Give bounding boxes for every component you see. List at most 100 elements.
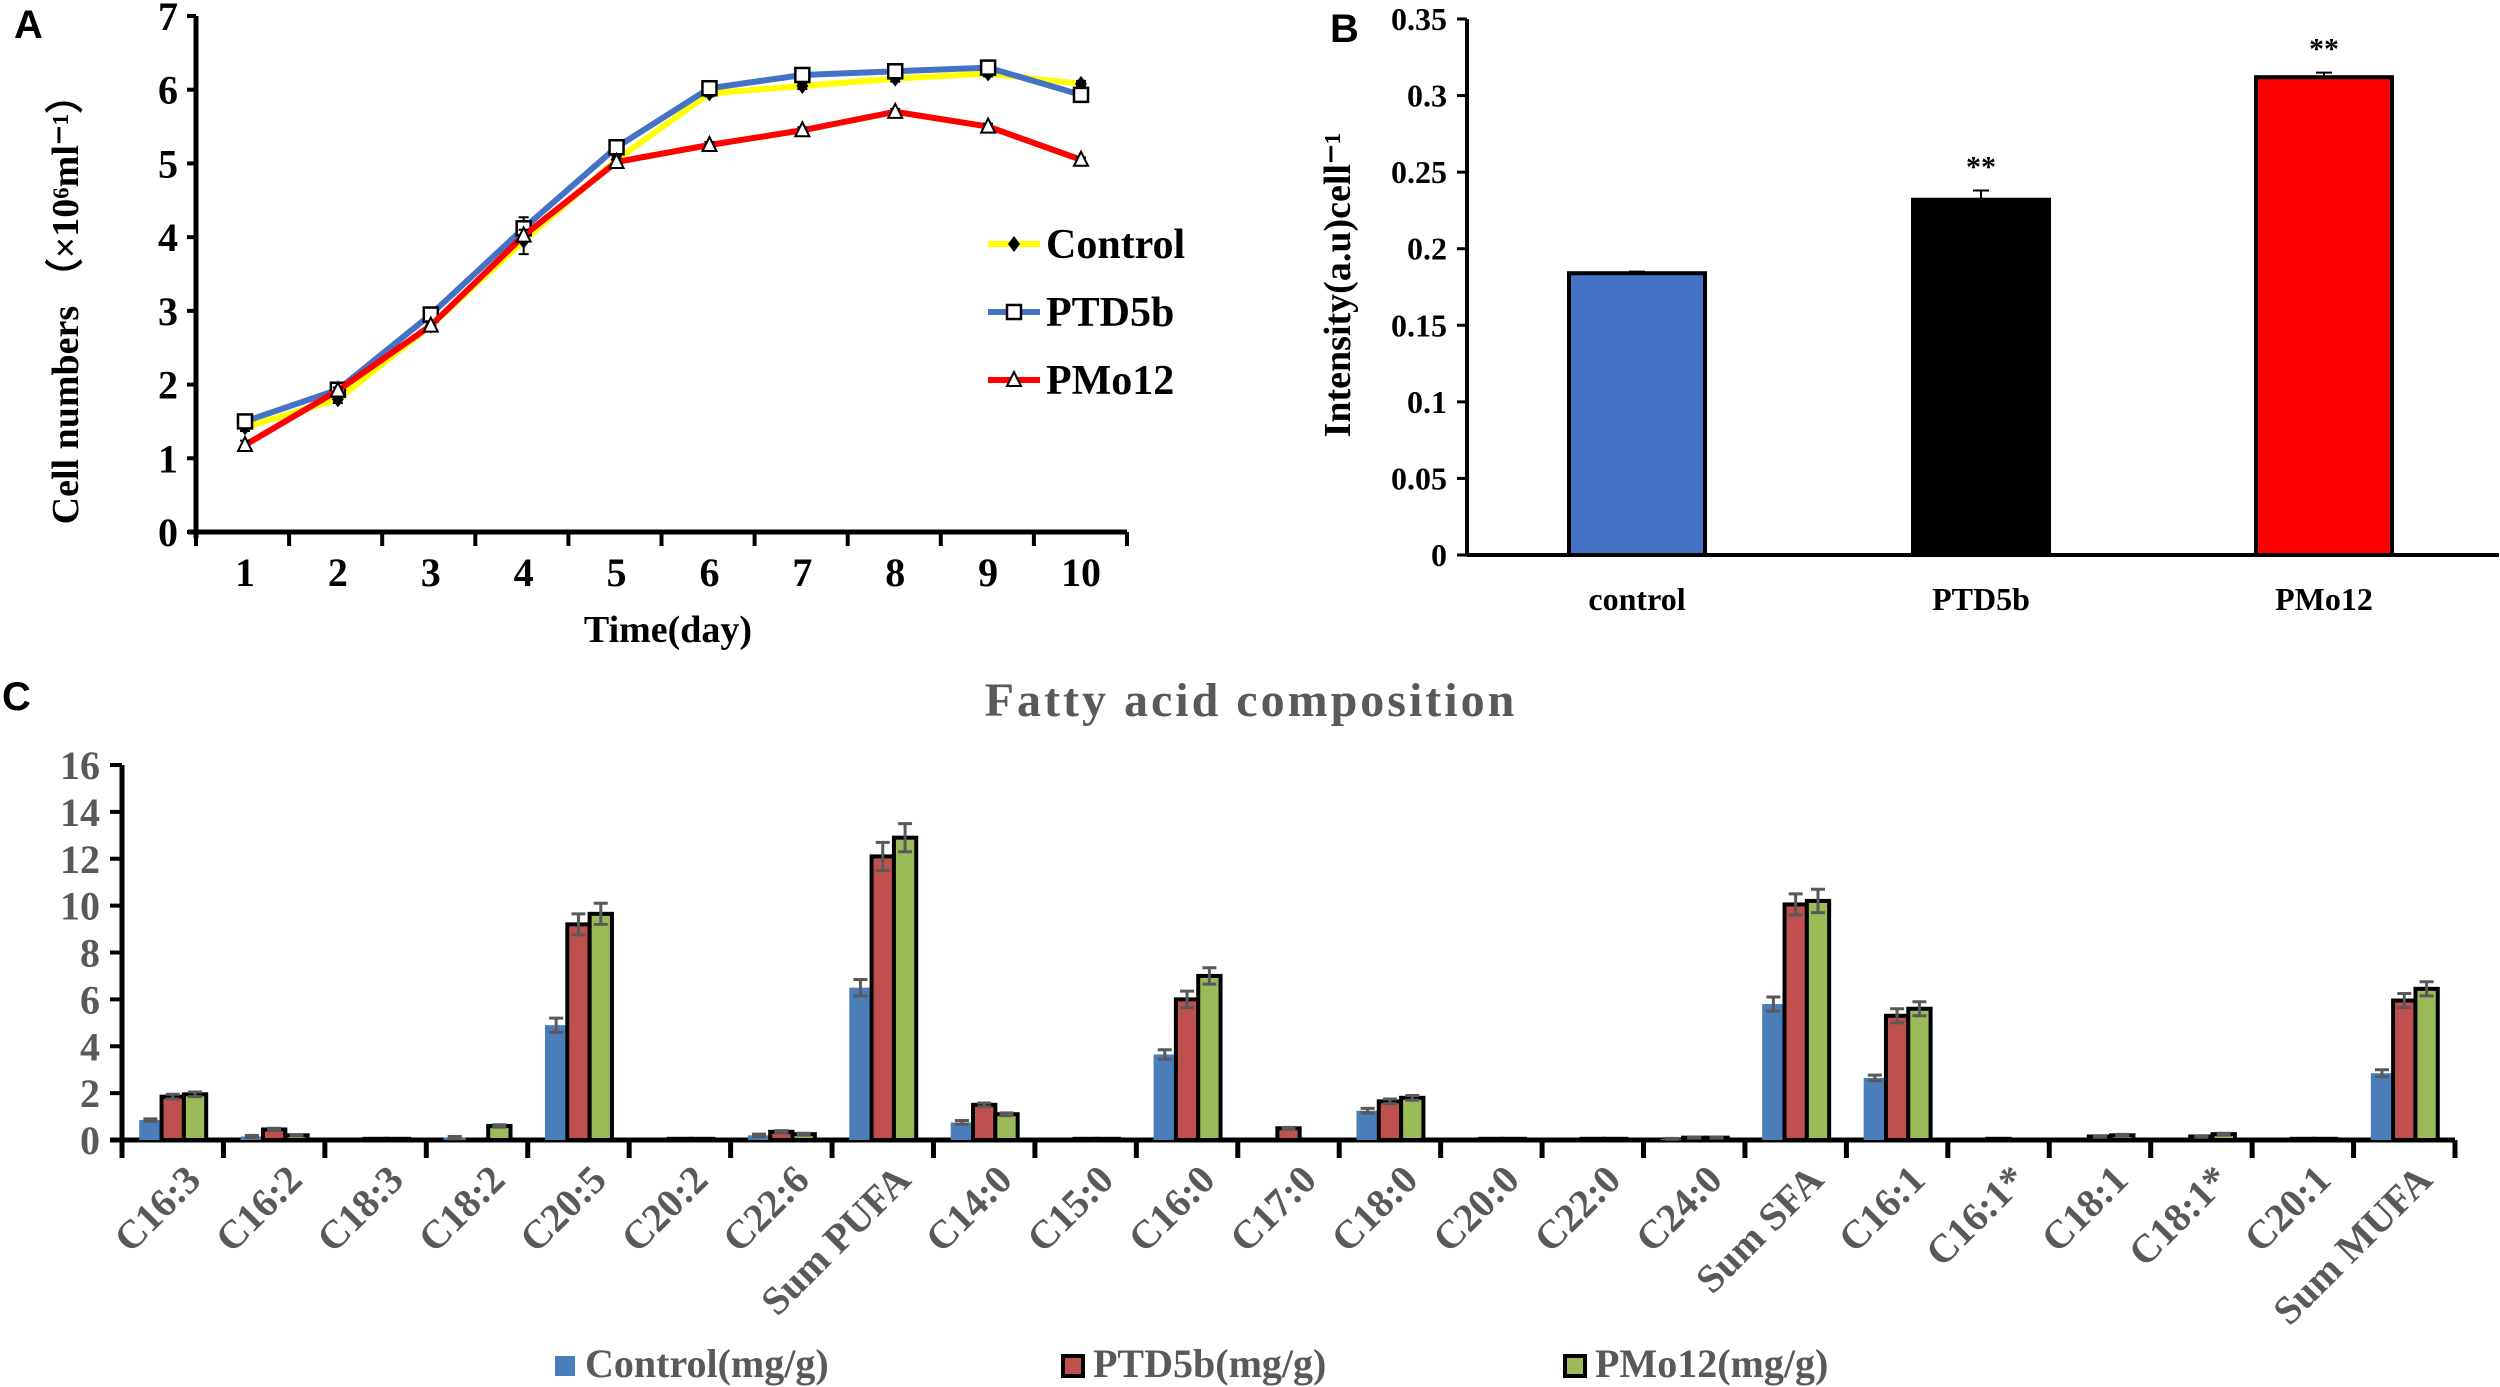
bar-control xyxy=(544,1025,568,1140)
x-tick-label: C16:1* xyxy=(1917,1157,2035,1275)
error-bar xyxy=(2397,992,2412,1010)
bar-ptd5b xyxy=(1173,997,1201,1142)
chart-title: Fatty acid composition xyxy=(985,674,1518,727)
square-marker xyxy=(236,413,254,430)
x-tick-label: 6 xyxy=(699,550,719,595)
square-marker xyxy=(886,63,904,80)
bar-ptd5b xyxy=(869,854,896,1142)
bar-ptd5b xyxy=(159,1094,186,1142)
x-tick-label: 7 xyxy=(792,550,812,595)
error-bar xyxy=(289,1133,304,1138)
error-bar xyxy=(796,1131,811,1137)
panel-a-growth-curve: 0 1 2 3 4 5 6 7 1 2 3 4 5 6 7 8 9 10 Time(day) Cell numbers… xyxy=(45,0,1185,651)
x-tick-label: C22:0 xyxy=(1525,1157,1629,1261)
error-bar xyxy=(1664,1136,1679,1141)
triangle-marker xyxy=(515,225,533,243)
y-tick-label: 0.1 xyxy=(1407,384,1447,420)
error-bar xyxy=(1766,995,1781,1013)
error-bar xyxy=(1788,892,1803,917)
x-tick-label: control xyxy=(1588,581,1685,617)
error-bar xyxy=(954,1119,969,1126)
bar-ptd5b xyxy=(1478,1136,1505,1142)
error-bar xyxy=(1810,887,1825,915)
bar-ptd5b xyxy=(1579,1136,1606,1142)
error-bar xyxy=(977,1101,992,1109)
error-bar xyxy=(447,1134,462,1141)
error-bar xyxy=(898,822,913,854)
bar-control xyxy=(1762,1004,1785,1140)
error-bar xyxy=(853,977,868,998)
legend-swatch xyxy=(555,1356,575,1376)
triangle-marker xyxy=(329,380,347,398)
y-tick-label: 0.25 xyxy=(1391,154,1447,190)
triangle-marker xyxy=(607,151,626,169)
bar-ptd5b xyxy=(2391,998,2418,1142)
error-bar xyxy=(1629,270,1645,274)
y-tick-label: 2 xyxy=(158,363,178,408)
legend-label: PTD5b xyxy=(1046,290,1174,336)
error-bar xyxy=(188,1090,203,1099)
triangle-marker xyxy=(700,134,719,152)
y-tick-label: 16 xyxy=(60,743,100,788)
error-bar xyxy=(1709,1135,1724,1140)
triangle-marker xyxy=(422,315,440,333)
x-tick-label: C14:0 xyxy=(916,1157,1020,1261)
bar-ptd5b xyxy=(565,922,592,1142)
legend-label: PMo12 xyxy=(1046,358,1174,404)
error-bar xyxy=(2374,1068,2389,1079)
y-tick-label: 3 xyxy=(158,289,178,334)
x-tick-label: C18:0 xyxy=(1322,1157,1426,1261)
y-tick-label: 8 xyxy=(80,931,100,976)
error-bar xyxy=(2194,1134,2209,1139)
x-tick-label: 10 xyxy=(1061,550,1101,595)
error-bar xyxy=(2316,71,2332,78)
bar-ptd5b xyxy=(1985,1136,2012,1142)
error-bar xyxy=(2216,1131,2231,1137)
error-bar xyxy=(752,1132,767,1138)
error-bar xyxy=(267,1126,282,1133)
bar-pmo12 xyxy=(1399,1095,1426,1142)
x-tick-label: 4 xyxy=(514,550,534,595)
y-tick-label: 0 xyxy=(1431,537,1447,573)
y-tick-label: 4 xyxy=(158,215,178,260)
y-tick-label: 7 xyxy=(158,0,178,39)
x-tick-label: C16:0 xyxy=(1119,1157,1223,1261)
bar-control xyxy=(139,1120,162,1140)
bar-pmo12 xyxy=(1906,1006,1933,1142)
bar-pmo12 xyxy=(1500,1136,1527,1142)
x-tick-label: C18:3 xyxy=(308,1157,412,1261)
bar-ptd5b xyxy=(666,1136,694,1142)
series-line xyxy=(244,70,1082,431)
x-tick-label: 9 xyxy=(978,550,998,595)
x-tick-label: C20:5 xyxy=(511,1157,615,1261)
triangle-marker xyxy=(1072,149,1090,167)
triangle-marker xyxy=(979,116,997,134)
bar-ptd5b xyxy=(2289,1136,2317,1142)
series-pmo12: PMo12 xyxy=(236,101,1174,453)
bar-ptd5b xyxy=(362,1136,389,1142)
error-bar xyxy=(1157,1048,1172,1061)
error-bar xyxy=(1912,1000,1927,1018)
legend-swatch xyxy=(1061,1354,1085,1378)
bar-ptd5b xyxy=(971,1102,998,1142)
y-tick-label: 5 xyxy=(158,141,178,186)
y-tick-label: 0 xyxy=(158,510,178,555)
panel-label-a: A xyxy=(14,3,43,47)
error-bar xyxy=(774,1129,789,1135)
error-bar xyxy=(571,912,586,937)
bar-pmo12 xyxy=(1601,1136,1629,1142)
bar-pmo12 xyxy=(2312,1136,2339,1142)
bar-pmo12 xyxy=(2413,986,2440,1142)
error-bar xyxy=(1687,1135,1702,1140)
x-tick-label: C15:0 xyxy=(1018,1157,1122,1261)
y-tick-label: 6 xyxy=(158,68,178,113)
x-tick-label: C17:0 xyxy=(1221,1157,1325,1261)
bar-pmo12 xyxy=(891,835,919,1142)
square-marker xyxy=(1005,303,1023,321)
square-marker xyxy=(701,79,718,97)
error-bar xyxy=(999,1111,1014,1118)
legend-label: Control xyxy=(1046,222,1185,268)
bar-pmo12 xyxy=(689,1136,716,1142)
